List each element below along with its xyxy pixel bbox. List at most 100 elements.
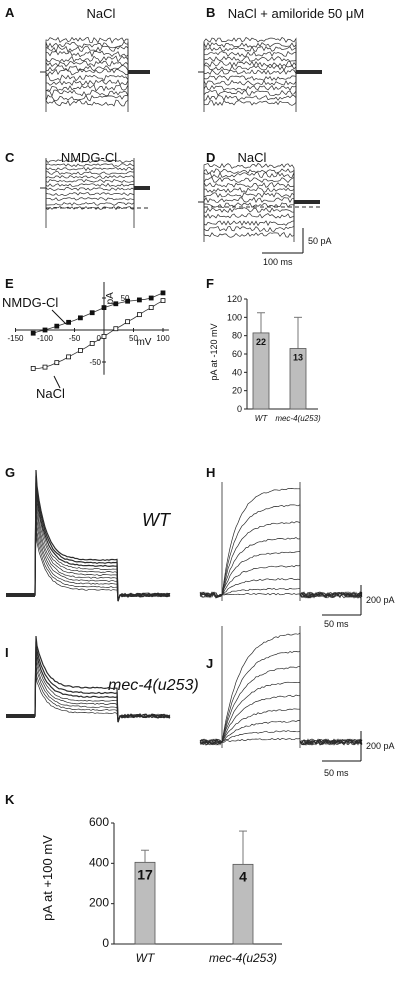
current-sweep [40, 159, 150, 189]
panel-i-title: mec-4(u253) [108, 677, 199, 694]
e-y-tick-label: -50 [89, 358, 101, 367]
bar-y-tick-label: 200 [89, 896, 109, 910]
bar-0 [134, 861, 156, 945]
transient-sweep [6, 657, 171, 723]
current-sweep [40, 175, 150, 189]
holding-current [134, 186, 150, 190]
panel-g-traces [6, 469, 171, 602]
current-sweep [40, 71, 150, 107]
transient-sweep [6, 668, 171, 723]
activation-sweep [199, 720, 363, 746]
activation-sweep [199, 587, 363, 599]
current-sweep [198, 37, 322, 73]
e-data-point [160, 290, 166, 296]
e-data-point [54, 323, 60, 329]
bar-0 [252, 332, 270, 410]
panel-e-series-a-label: NMDG-Cl [2, 295, 58, 310]
current-sweep [40, 71, 150, 92]
e-data-point [54, 360, 60, 366]
activation-sweep [199, 591, 363, 599]
bar-n-label: 13 [293, 353, 303, 363]
holding-current [294, 200, 320, 204]
e-data-point [78, 348, 83, 353]
current-sweep [198, 71, 322, 82]
scale-bar-j: 200 pA 50 ms [322, 731, 395, 778]
current-sweep [198, 201, 320, 213]
e-x-tick-label: -150 [7, 334, 24, 343]
scale-h-time: 50 ms [324, 619, 349, 629]
current-sweep [198, 71, 322, 86]
panel-j-label: J [206, 656, 213, 671]
current-sweep [198, 60, 322, 73]
bar-category-label: mec-4(u253) [275, 414, 321, 423]
transient-sweep [6, 526, 171, 602]
scale-bar-cd: 50 pA 100 ms [262, 228, 332, 267]
e-data-point [148, 295, 154, 301]
bar-n-label: 22 [256, 337, 266, 347]
e-y-unit: pA [105, 292, 116, 305]
current-sweep [40, 187, 150, 206]
e-data-point [113, 326, 119, 332]
current-sweep [198, 71, 322, 107]
current-sweep [40, 186, 150, 191]
panel-c-title: NMDG-Cl [61, 150, 117, 165]
bar-y-tick-label: 120 [227, 294, 242, 304]
bar-y-tick-label: 40 [232, 367, 242, 377]
panel-k-label: K [5, 792, 15, 807]
activation-sweep [199, 565, 363, 599]
current-sweep [198, 65, 322, 73]
panel-d-label: D [206, 150, 215, 165]
activation-sweep [199, 730, 363, 746]
activation-sweep [199, 503, 363, 599]
panel-j-traces [199, 626, 363, 748]
current-sweep [198, 181, 320, 203]
current-sweep [40, 65, 150, 73]
panel-k-ylabel: pA at +100 mV [40, 835, 55, 921]
current-sweep [40, 55, 150, 73]
transient-sweep [6, 652, 171, 723]
panel-b-traces [198, 37, 322, 112]
current-sweep [40, 71, 150, 97]
scale-bar-h: 200 pA 50 ms [322, 585, 395, 629]
e-data-point [101, 305, 107, 311]
current-sweep [198, 187, 320, 203]
scale-j-time: 50 ms [324, 768, 349, 778]
e-data-point [113, 301, 119, 307]
e-data-point [125, 319, 130, 325]
bar-category-label: WT [136, 951, 156, 965]
panel-g-label: G [5, 465, 15, 480]
current-sweep [198, 45, 322, 73]
current-sweep [198, 55, 322, 73]
scale-cd-current: 50 pA [308, 236, 332, 246]
bar-y-tick-label: 0 [237, 404, 242, 414]
e-data-point [42, 364, 48, 370]
panel-a-traces [40, 36, 150, 112]
e-x-tick-label: -50 [69, 334, 81, 343]
bar-y-tick-label: 100 [227, 312, 242, 322]
panel-h-traces [199, 482, 363, 601]
e-data-point [125, 298, 130, 304]
current-sweep [198, 42, 322, 73]
panel-e-iv-chart: -150 -100 -50 50 100 50 -50 0 mV pA [7, 282, 170, 375]
baseline-noise [6, 714, 35, 718]
current-sweep [40, 163, 150, 189]
panel-b-title: NaCl + amiloride 50 μM [228, 6, 364, 21]
baseline-noise [6, 593, 35, 597]
e-x-tick-label: -100 [37, 334, 54, 343]
current-sweep [198, 168, 320, 203]
bar-n-label: 4 [239, 868, 247, 884]
current-sweep [198, 201, 320, 219]
scale-h-current: 200 pA [366, 595, 395, 605]
current-sweep [40, 71, 150, 102]
current-sweep [40, 166, 150, 189]
transient-sweep [6, 674, 171, 723]
current-sweep [198, 71, 322, 101]
bar-category-label: WT [255, 414, 269, 423]
e-data-point [30, 330, 36, 336]
e-data-point [42, 327, 48, 333]
panel-f-bar-chart: 0 20 40 60 80 100 120 22 WT 13 mec-4(u253) [227, 294, 321, 423]
e-x-tick-label: 100 [156, 334, 170, 343]
panel-i-traces [6, 635, 171, 723]
bar-y-tick-label: 80 [232, 331, 242, 341]
transient-sweep [6, 663, 171, 723]
